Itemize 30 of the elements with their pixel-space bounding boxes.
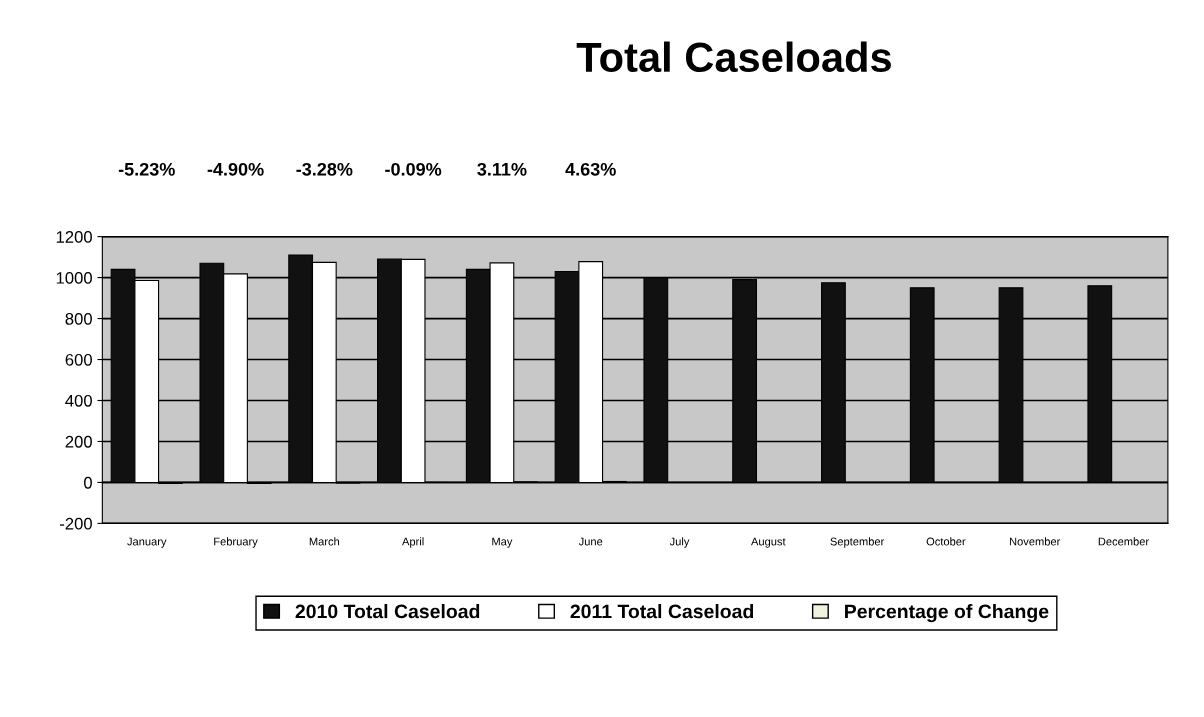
x-tick-label: October (926, 537, 966, 546)
data-label: 3.11% (477, 162, 527, 176)
x-tick-label: February (214, 537, 258, 548)
y-tick-label: -200 (60, 517, 92, 530)
y-tick-label: 600 (65, 353, 92, 366)
data-label: -5.23% (118, 162, 175, 176)
y-tick-label: 0 (84, 476, 92, 489)
y-tick-label: 800 (65, 312, 92, 325)
legend-label: 2010 Total Caseload (295, 604, 480, 619)
x-tick-label: June (578, 537, 603, 546)
y-tick-label: 1200 (56, 231, 92, 243)
x-tick-label: August (751, 537, 786, 548)
legend-label: 2011 Total Caseload (570, 604, 754, 619)
data-label: -3.28% (296, 162, 353, 176)
data-label: -4.90% (207, 162, 264, 176)
legend-label: Percentage of Change (845, 604, 1049, 623)
x-tick-label: April (402, 537, 424, 548)
y-tick-label: 400 (65, 394, 92, 407)
x-tick-label: September (830, 537, 885, 548)
data-label: -0.09% (385, 162, 442, 176)
y-tick-label: 1000 (56, 271, 92, 284)
y-tick-label: 200 (65, 435, 92, 448)
x-tick-label: November (1009, 537, 1061, 546)
x-tick-label: January (127, 537, 167, 548)
x-tick-label: March (309, 537, 340, 546)
x-tick-label: May (492, 537, 513, 548)
x-tick-label: July (669, 537, 690, 548)
chart-title: Total Caseloads (576, 41, 891, 73)
data-label: 4.63% (565, 162, 616, 176)
x-tick-label: December (1098, 537, 1149, 546)
